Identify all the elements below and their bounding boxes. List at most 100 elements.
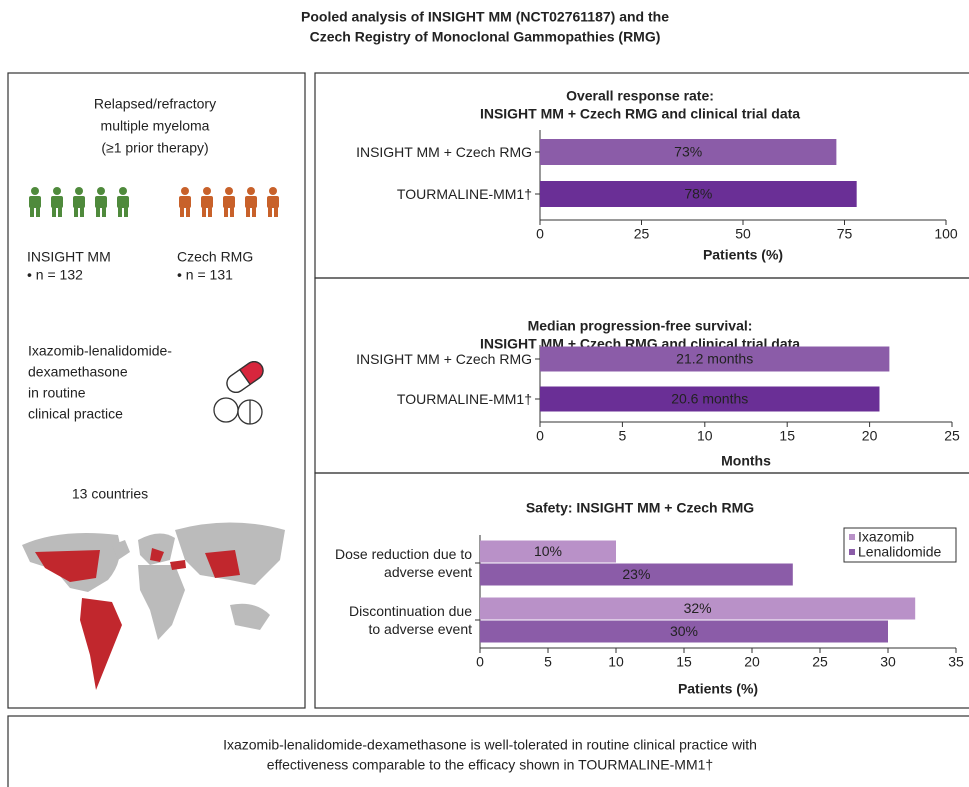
torso <box>95 196 107 208</box>
leg <box>180 206 184 217</box>
chart-subtitle: INSIGHT MM + Czech RMG and clinical tria… <box>480 106 800 122</box>
torso <box>201 196 213 208</box>
bar <box>480 540 616 563</box>
person-icon <box>267 187 279 217</box>
panel-frames <box>7 72 969 787</box>
head <box>97 187 105 195</box>
treatment-text: in routine <box>28 385 86 401</box>
leg <box>30 206 34 217</box>
person-icon <box>245 187 257 217</box>
bar <box>540 181 857 207</box>
chart-title: Overall response rate: <box>566 88 714 104</box>
leg <box>230 206 234 217</box>
torso <box>29 196 41 208</box>
person-icon <box>95 187 107 217</box>
footer-text: Ixazomib-lenalidomide-dexamethasone is w… <box>223 737 757 753</box>
world-map <box>22 522 285 690</box>
chart-title: Median progression-free survival: <box>528 318 753 334</box>
torso <box>267 196 279 208</box>
x-tick-label: 25 <box>944 428 960 444</box>
x-tick-label: 5 <box>544 654 552 670</box>
torso <box>73 196 85 208</box>
population-text: multiple myeloma <box>101 118 210 134</box>
treatment-text: Ixazomib-lenalidomide- <box>28 343 172 359</box>
legend-swatch <box>849 549 855 555</box>
head <box>119 187 127 195</box>
category-label: Dose reduction due to adverse event <box>335 546 472 580</box>
chart-title: Safety: INSIGHT MM + Czech RMG <box>526 500 754 516</box>
torso <box>223 196 235 208</box>
leg <box>58 206 62 217</box>
category-label: INSIGHT MM + Czech RMG <box>356 144 532 160</box>
value-label: 30% <box>670 623 698 639</box>
x-axis-label: Patients (%) <box>703 247 783 263</box>
x-tick-label: 15 <box>676 654 692 670</box>
x-tick-label: 25 <box>812 654 828 670</box>
bar <box>540 139 837 165</box>
torso <box>245 196 257 208</box>
leg <box>274 206 278 217</box>
x-tick-label: 25 <box>634 226 650 242</box>
category-label: INSIGHT MM + Czech RMG <box>356 351 532 367</box>
page-title: Czech Registry of Monoclonal Gammopathie… <box>310 29 661 45</box>
leg <box>208 206 212 217</box>
category-label: TOURMALINE-MM1† <box>396 186 532 202</box>
torso <box>117 196 129 208</box>
treatment-text: clinical practice <box>28 406 123 422</box>
head <box>247 187 255 195</box>
x-tick-label: 100 <box>934 226 958 242</box>
leg <box>202 206 206 217</box>
x-tick-label: 30 <box>880 654 896 670</box>
leg <box>268 206 272 217</box>
x-tick-label: 0 <box>476 654 484 670</box>
category-label: TOURMALINE-MM1† <box>396 391 532 407</box>
page-title: Pooled analysis of INSIGHT MM (NCT027611… <box>301 9 669 25</box>
bar <box>540 346 890 372</box>
cohort-name: INSIGHT MM <box>27 249 111 265</box>
person-icon <box>73 187 85 217</box>
leg <box>124 206 128 217</box>
value-label: 10% <box>534 543 562 559</box>
person-icon <box>117 187 129 217</box>
leg <box>186 206 190 217</box>
person-icon <box>51 187 63 217</box>
bar <box>480 620 888 643</box>
head <box>31 187 39 195</box>
head <box>225 187 233 195</box>
head <box>269 187 277 195</box>
x-axis-label: Patients (%) <box>678 681 758 697</box>
bar <box>480 563 793 586</box>
x-tick-label: 20 <box>862 428 878 444</box>
head <box>181 187 189 195</box>
safety-panel <box>314 472 969 709</box>
person-icon <box>29 187 41 217</box>
countries-text: 13 countries <box>72 486 148 502</box>
leg <box>118 206 122 217</box>
category-label: Discontinuation due to adverse event <box>349 603 472 637</box>
left-panel <box>7 72 306 709</box>
x-tick-label: 50 <box>735 226 751 242</box>
value-label: 21.2 months <box>676 351 753 367</box>
x-axis-label: Months <box>721 453 771 469</box>
x-tick-label: 5 <box>619 428 627 444</box>
x-tick-label: 15 <box>779 428 795 444</box>
legend-swatch <box>849 534 855 540</box>
head <box>53 187 61 195</box>
torso <box>179 196 191 208</box>
x-tick-label: 20 <box>744 654 760 670</box>
bar <box>540 386 880 412</box>
leg <box>96 206 100 217</box>
legend-label: Lenalidomide <box>858 544 941 560</box>
value-label: 20.6 months <box>671 391 748 407</box>
cohort-n: • n = 132 <box>27 267 83 283</box>
footer-panel <box>7 715 969 787</box>
footer-text: effectiveness comparable to the efficacy… <box>267 757 713 773</box>
leg <box>80 206 84 217</box>
torso <box>51 196 63 208</box>
legend-label: Ixazomib <box>858 529 914 545</box>
pfs-panel <box>314 277 969 474</box>
bar <box>480 597 916 620</box>
value-label: 78% <box>684 186 712 202</box>
orr-panel <box>314 72 969 279</box>
